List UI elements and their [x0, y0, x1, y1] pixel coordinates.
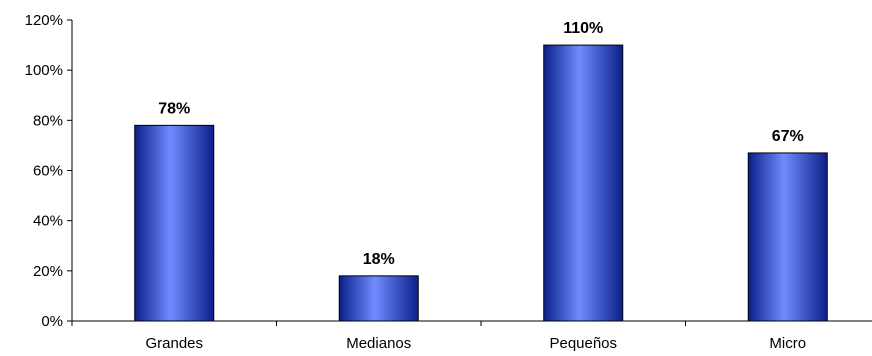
y-tick-label: 60% — [33, 163, 63, 180]
x-category-label: Grandes — [145, 335, 203, 352]
y-tick-label: 40% — [33, 213, 63, 230]
x-category-label: Medianos — [346, 335, 411, 352]
x-category-label: Pequeños — [549, 335, 617, 352]
y-tick-label: 100% — [25, 62, 63, 79]
bar-grandes — [134, 124, 215, 322]
y-tick-label: 120% — [25, 12, 63, 29]
data-label: 67% — [772, 128, 804, 145]
x-category-label: Micro — [769, 335, 806, 352]
data-label: 110% — [563, 20, 603, 37]
data-label: 78% — [158, 100, 190, 117]
y-tick-label: 20% — [33, 263, 63, 280]
bar-medianos — [338, 275, 419, 322]
bar-micro — [747, 152, 828, 322]
y-tick-label: 80% — [33, 112, 63, 129]
bar-pequeños — [543, 44, 624, 322]
y-tick-label: 0% — [41, 313, 63, 330]
data-label: 18% — [363, 251, 395, 268]
